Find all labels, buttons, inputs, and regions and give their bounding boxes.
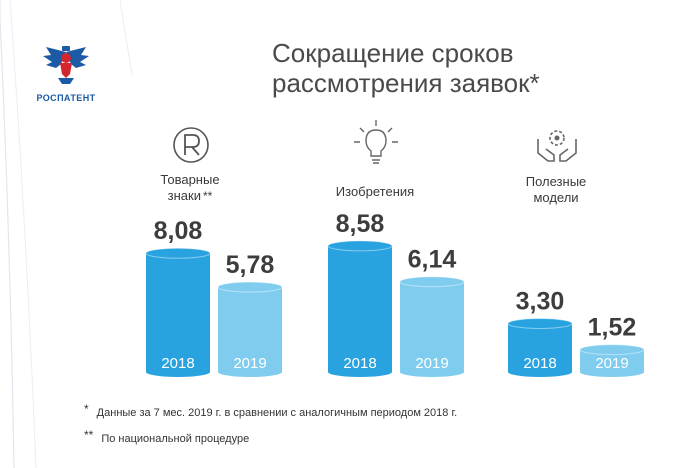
double-asterisk-marker: ** — [202, 189, 213, 203]
bar-trademarks-2018-value-label: 8,08 — [154, 217, 203, 245]
bar-utility-models-2019-year-label: 2019 — [595, 355, 628, 372]
page-title: Сокращение сроков рассмотрения заявок* — [272, 38, 572, 98]
registered-trademark-icon — [171, 125, 211, 170]
bar-trademarks-2018-year-label: 2018 — [161, 355, 194, 372]
bar-trademarks-2019-value-label: 5,78 — [226, 251, 275, 279]
category-label-utility-models: Полезные модели — [516, 174, 596, 206]
bar-inventions-2019 — [400, 281, 464, 377]
bar-utility-models-2018 — [508, 323, 572, 377]
bar-utility-models-2018-top — [507, 317, 573, 329]
eagle-emblem-icon — [43, 46, 89, 84]
category-label-inventions-line1: Изобретения — [335, 184, 415, 199]
bar-inventions-2018-value-label: 8,58 — [336, 210, 385, 238]
bar-utility-models-2019-top — [579, 344, 645, 356]
bar-inventions-2019-value-label: 6,14 — [408, 246, 457, 274]
category-label-trademarks-line1: Товарные — [160, 172, 220, 187]
logo-text: РОСПАТЕНТ — [36, 93, 96, 103]
bar-trademarks-2019 — [218, 287, 282, 377]
bar-inventions-2018-top — [327, 240, 393, 252]
footnote-1: * Данные за 7 мес. 2019 г. в сравнении с … — [84, 402, 457, 419]
bar-inventions-2018 — [328, 245, 392, 377]
bar-inventions-2018-year-label: 2018 — [343, 355, 376, 372]
bar-utility-models-2018-year-label: 2018 — [523, 355, 556, 372]
category-label-inventions: Изобретения — [325, 184, 425, 200]
category-label-trademarks: Товарные знаки ** — [145, 172, 235, 204]
footnote-1-text: Данные за 7 мес. 2019 г. в сравнении с а… — [96, 407, 458, 419]
footnote-1-mark: * — [84, 402, 89, 416]
category-label-utility-line1: Полезные — [525, 174, 587, 189]
category-label-trademarks-line2: знаки — [167, 188, 201, 203]
bar-utility-models-2019-value-label: 1,52 — [588, 314, 637, 342]
footnote-2-text: По национальной процедуре — [101, 433, 250, 445]
footnote-2-mark: ** — [84, 428, 94, 442]
title-line-1: Сокращение сроков — [272, 38, 514, 68]
bar-trademarks-2018 — [146, 253, 210, 377]
bar-trademarks-2019-year-label: 2019 — [233, 355, 266, 372]
light-bulb-icon — [352, 118, 400, 173]
bar-utility-models-2019 — [580, 349, 644, 377]
bar-inventions-2019-top — [399, 276, 465, 288]
title-line-2: рассмотрения заявок* — [272, 68, 540, 98]
category-label-utility-line2: модели — [533, 190, 579, 205]
footnote-2: ** По национальной процедуре — [84, 428, 249, 445]
bar-trademarks-2018-top — [145, 247, 211, 259]
hands-gear-icon — [534, 125, 580, 172]
bar-trademarks-2019-top — [217, 281, 283, 293]
rospatent-logo: РОСПАТЕНТ — [34, 44, 98, 103]
bar-utility-models-2018-value-label: 3,30 — [516, 287, 565, 315]
bar-inventions-2019-year-label: 2019 — [415, 355, 448, 372]
